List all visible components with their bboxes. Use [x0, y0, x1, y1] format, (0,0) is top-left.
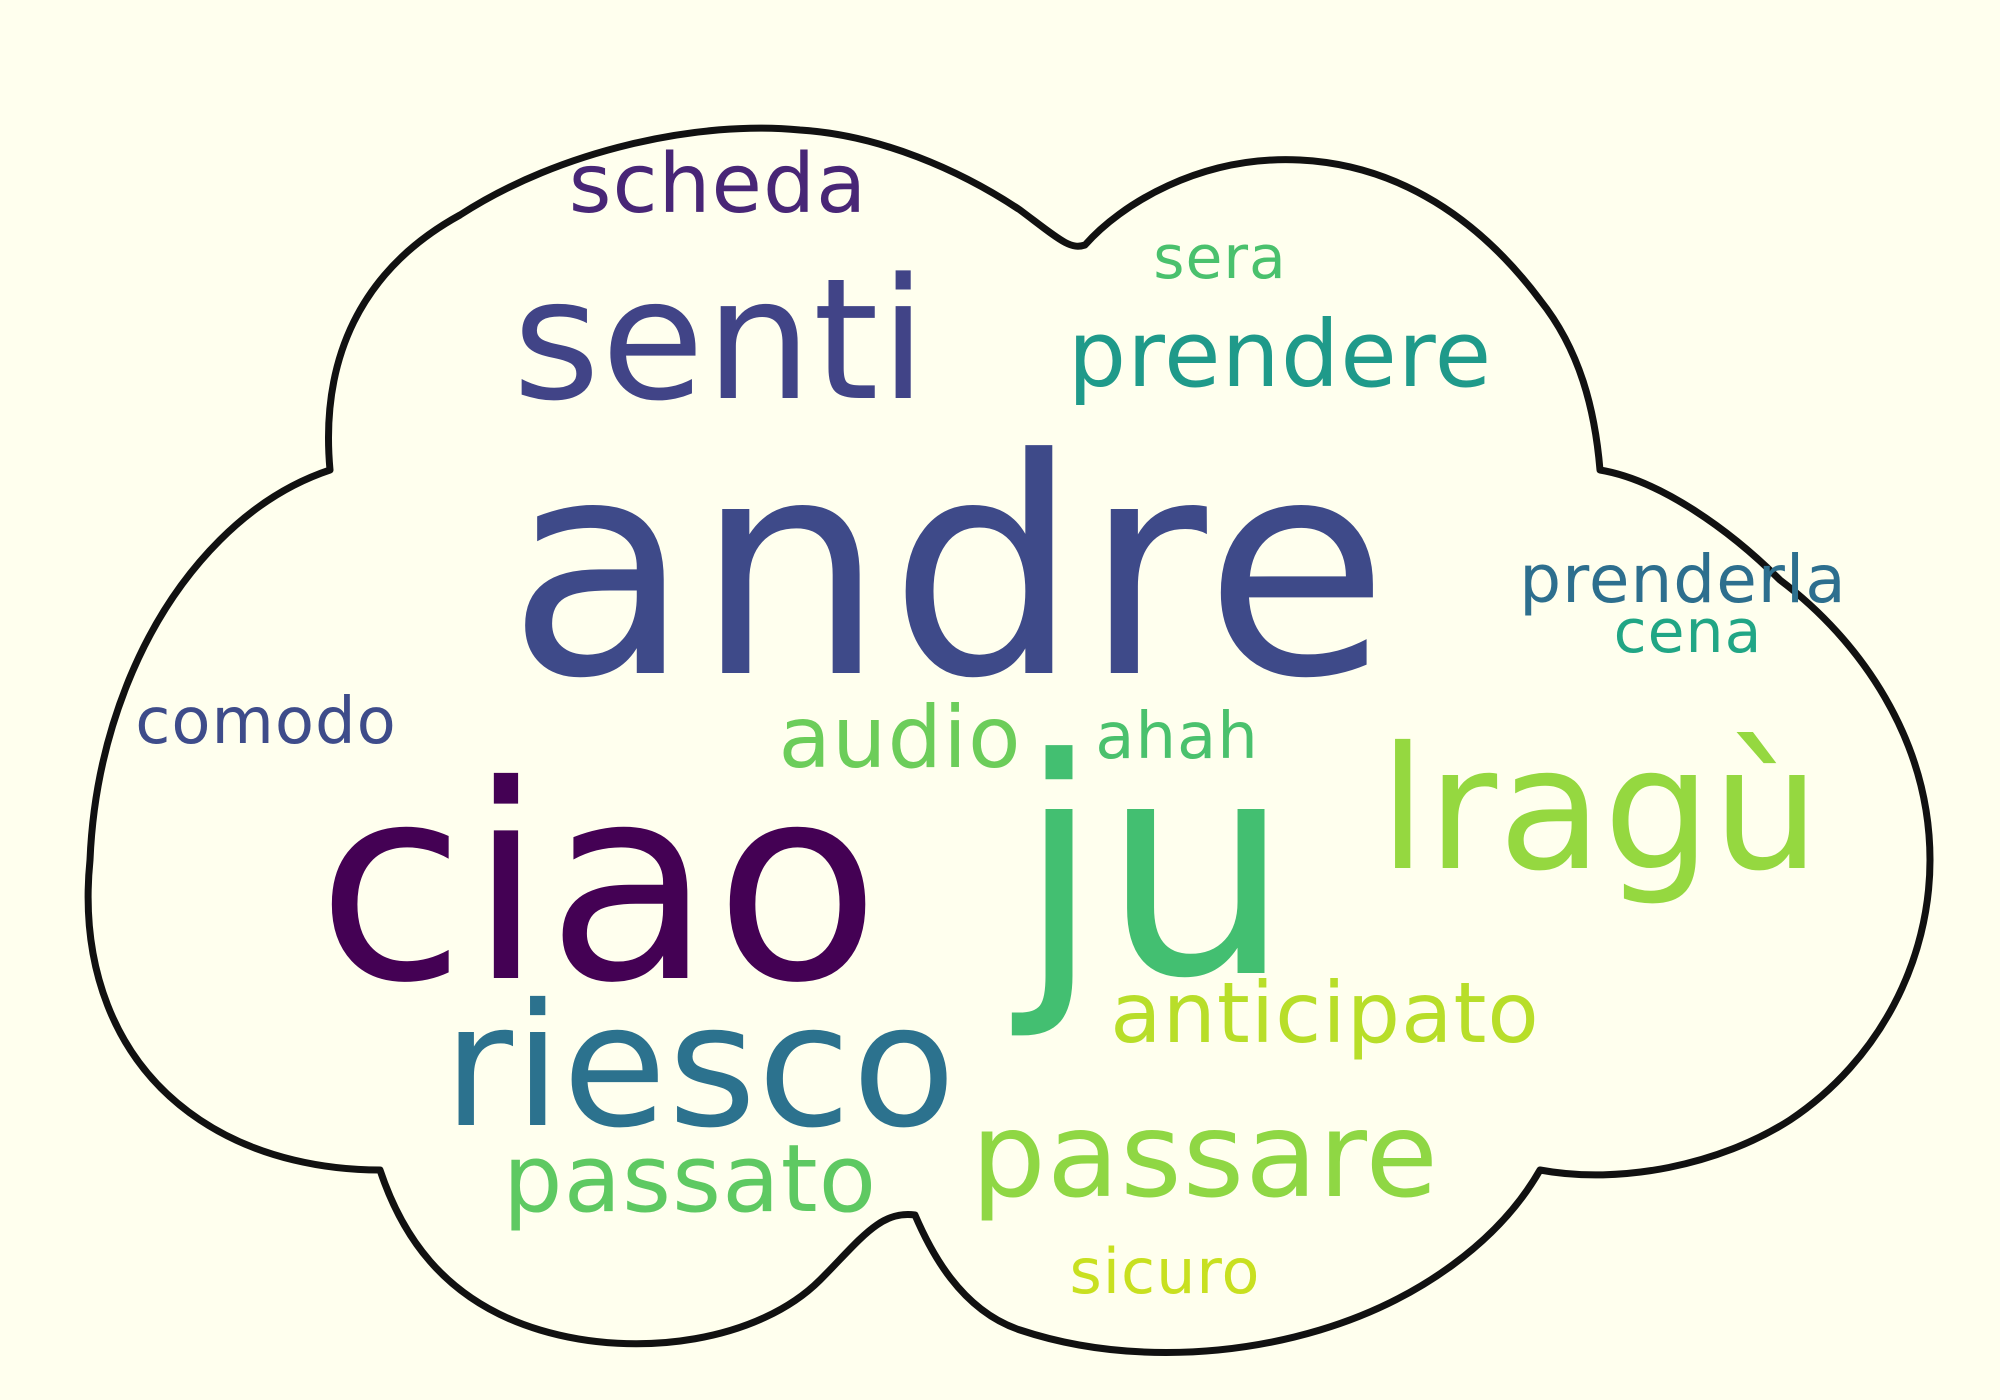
word-riesco: riesco: [443, 968, 957, 1166]
word-anticipato: anticipato: [1110, 964, 1540, 1062]
word-ahah: ahah: [1095, 700, 1259, 774]
word-passato: passato: [502, 1125, 878, 1234]
word-prendere: prendere: [1067, 301, 1493, 408]
word-sera: sera: [1153, 223, 1287, 293]
word-dot: .: [1048, 688, 1076, 781]
word-prenderla: prenderla: [1519, 541, 1847, 618]
word-comodo: comodo: [135, 685, 397, 759]
cloud-shape: [84, 124, 1934, 1356]
word-cena: cena: [1613, 597, 1763, 667]
word-senti: senti: [512, 242, 928, 438]
word-scheda: scheda: [568, 137, 868, 232]
word-ragu: lragù: [1379, 711, 1821, 909]
word-ju: ju: [1017, 695, 1293, 1044]
word-sicuro: sicuro: [1069, 1235, 1261, 1308]
word-passare: passare: [971, 1086, 1439, 1224]
word-ciao: ciao: [316, 727, 884, 1042]
word-audio: audio: [778, 688, 1022, 788]
word-andre: andre: [507, 395, 1393, 744]
